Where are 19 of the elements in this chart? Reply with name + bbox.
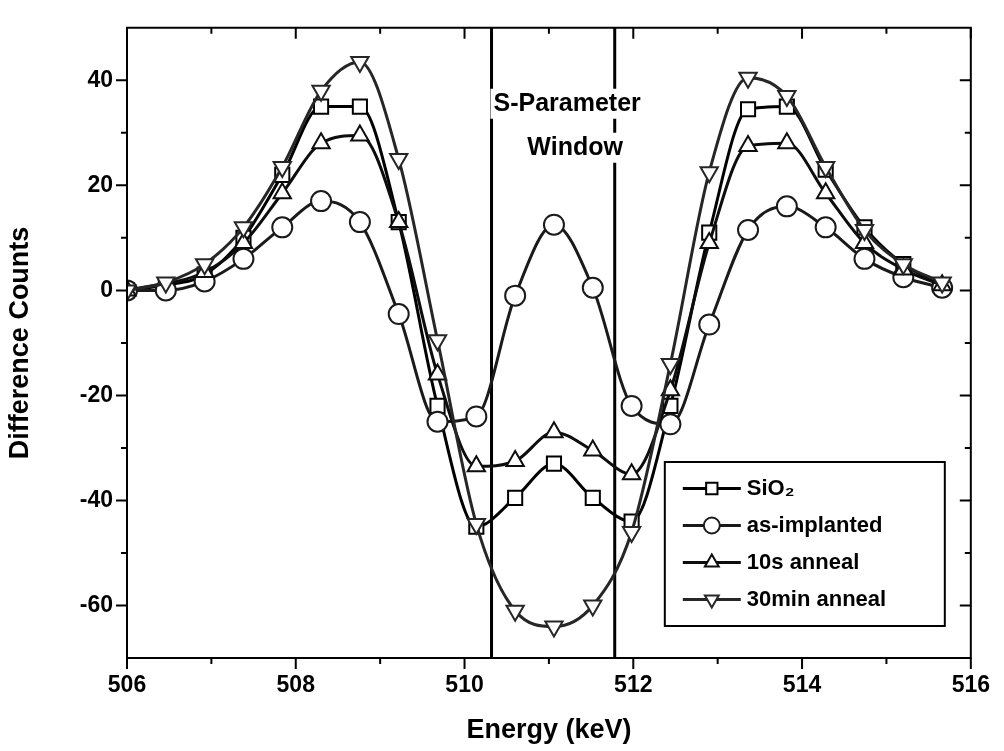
x-tick-label: 516 bbox=[951, 671, 990, 698]
y-tick-label: -60 bbox=[79, 590, 113, 617]
annotation: S-Parameter Window bbox=[493, 87, 642, 160]
y-tick-label: 40 bbox=[87, 65, 113, 92]
legend-label: as-implanted bbox=[746, 511, 883, 537]
y-tick-label: -40 bbox=[79, 485, 113, 512]
x-tick-label: 508 bbox=[276, 671, 316, 698]
y-tick-label: 20 bbox=[87, 170, 113, 197]
x-tick-label: 512 bbox=[614, 671, 653, 698]
legend-label: 10s anneal bbox=[746, 548, 860, 574]
legend-label: SiO₂ bbox=[746, 474, 795, 500]
legend-label: 30min anneal bbox=[746, 585, 887, 611]
y-axis-title: Difference Counts bbox=[3, 226, 34, 460]
y-tick-label: 0 bbox=[100, 275, 113, 302]
x-tick-label: 506 bbox=[107, 671, 147, 698]
x-axis-title: Energy (keV) bbox=[466, 714, 632, 745]
x-tick-label: 510 bbox=[445, 671, 484, 698]
x-tick-label: 514 bbox=[782, 671, 822, 698]
y-tick-label: -20 bbox=[79, 380, 113, 407]
